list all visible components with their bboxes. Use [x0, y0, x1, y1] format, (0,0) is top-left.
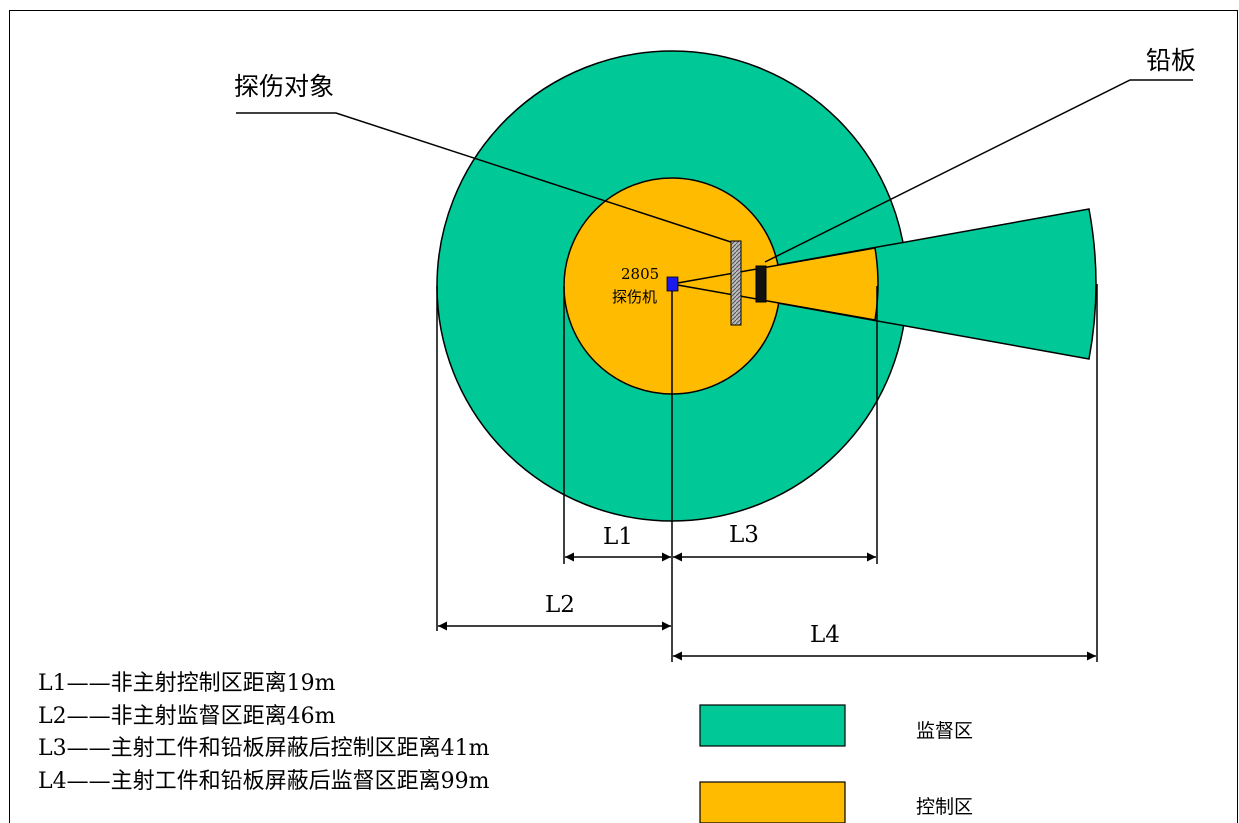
target-leader-line [236, 112, 738, 245]
note-l4: L4——主射工件和铅板屏蔽后监督区距离99m [38, 768, 490, 794]
note-l2: L2——非主射监督区距离46m [38, 703, 336, 729]
inspection-object [730, 240, 742, 326]
legend-swatch-control [699, 781, 846, 823]
l3-label: L3 [729, 522, 759, 548]
flaw-detector-machine [666, 276, 679, 292]
extension-lines [436, 284, 1098, 662]
legend-label-supervision: 监督区 [916, 720, 974, 742]
l4-label: L4 [810, 622, 840, 648]
legend-label-control: 控制区 [916, 796, 974, 818]
l1-label: L1 [603, 524, 633, 550]
lead-plate-label: 铅板 [1146, 46, 1197, 75]
lead-plate-leader-line [764, 79, 1193, 263]
note-l3: L3——主射工件和铅板屏蔽后控制区距离41m [38, 736, 490, 761]
diagram-frame [9, 10, 1238, 823]
lead-plate [755, 265, 767, 303]
note-l1: L1——非主射控制区距离19m [38, 671, 336, 696]
supervision-zone-beam [671, 208, 1097, 360]
machine-name-label: 探伤机 [612, 288, 658, 306]
machine-model-label: 2805 [621, 265, 660, 283]
control-zone-beam [671, 247, 879, 321]
legend-swatch-supervision [699, 704, 846, 747]
l2-label: L2 [545, 592, 575, 618]
distance-notes: L1——非主射控制区距离19m L2——非主射监督区距离46m L3——主射工件… [38, 668, 489, 798]
target-label: 探伤对象 [234, 72, 335, 101]
